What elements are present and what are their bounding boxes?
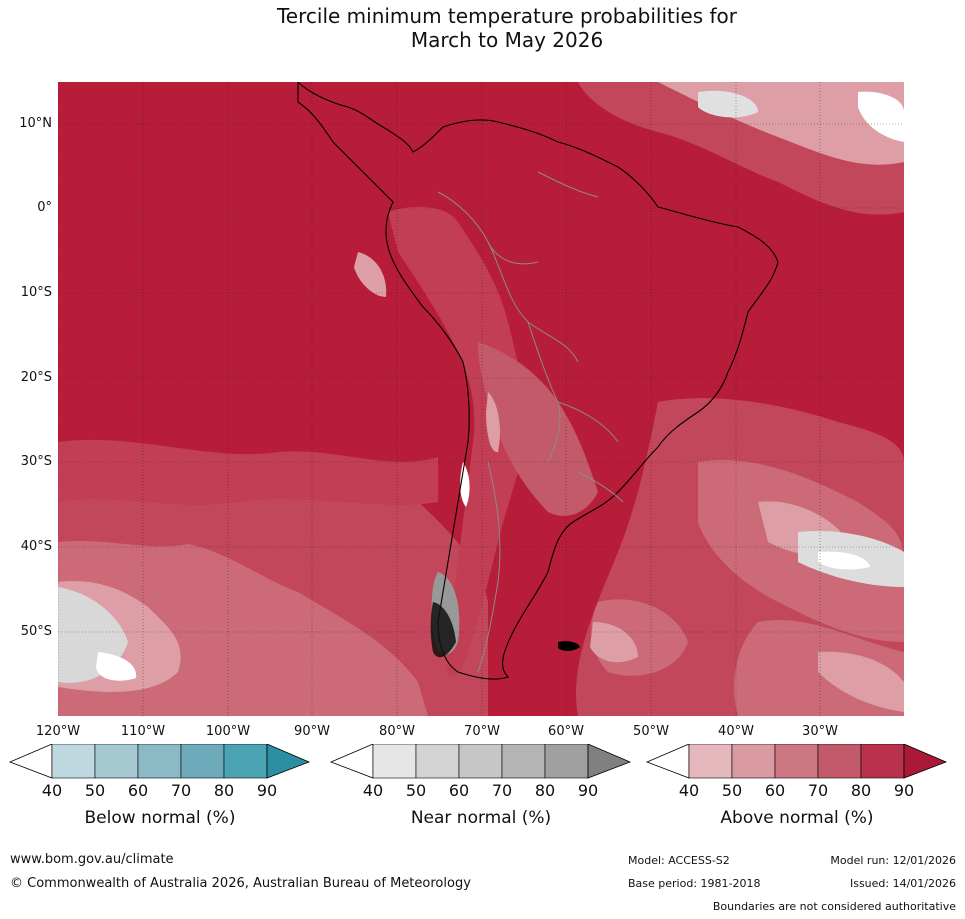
colorbar-above-bin-80-90 [860,744,905,779]
lat-label-30s: 30°S [20,454,52,469]
colorbar-above-bin-70-80 [817,744,862,779]
lon-label-100w: 100°W [205,724,251,739]
colorbar-near-left-arrow [329,744,374,779]
lon-label-40w: 40°W [718,724,754,739]
footer-issued: Issued: 14/01/2026 [849,877,956,890]
colorbar-above-normal [645,744,948,779]
colorbar-near-tick: 90 [577,781,599,800]
colorbar-near-tick: 60 [448,781,470,800]
colorbar-above-tick: 90 [893,781,915,800]
chilean-fjords [430,602,456,658]
footer-copyright: © Commonwealth of Australia 2026, Austra… [10,876,471,891]
colorbar-near-tick: 40 [362,781,384,800]
footer-model: Model: ACCESS-S2 [628,854,730,867]
prob-zone-atacama-50 [486,392,500,453]
colorbar-above-tick: 80 [850,781,872,800]
colorbar-near-bin-70-80 [501,744,546,779]
colorbar-below-tick: 90 [256,781,278,800]
lat-label-20s: 20°S [20,370,52,385]
lon-label-120w: 120°W [35,724,81,739]
lat-label-50s: 50°S [20,624,52,639]
lon-label-110w: 110°W [120,724,166,739]
colorbar-near-label: Near normal (%) [410,808,552,828]
lat-label-0: 0° [37,200,52,215]
prob-zone-ne-atlantic-white [858,91,904,142]
colorbar-below-left-arrow [8,744,53,779]
colorbar-below-bin-70-80 [180,744,225,779]
colorbar-near-tick: 50 [405,781,427,800]
colorbar-near-normal [329,744,632,779]
colorbar-near-bin-50-60 [415,744,460,779]
colorbar-below-bin-60-70 [137,744,182,779]
prob-zone-atlantic-white [818,551,870,570]
lon-label-30w: 30°W [802,724,838,739]
colorbar-above-tick: 60 [764,781,786,800]
falkland-islands [558,641,580,651]
map-canvas [58,82,904,716]
footer-model-run: Model run: 12/01/2026 [830,854,956,867]
border-chile-argentina [477,461,501,673]
colorbar-above-label: Above normal (%) [720,808,874,828]
border-paraguay [557,401,619,443]
border-bolivia [527,321,561,463]
graticule [58,82,904,716]
border-colombia-ecuador [437,191,539,265]
colorbar-below-tick: 60 [127,781,149,800]
prob-zone-chaco-70 [478,342,598,516]
colorbar-below-tick: 40 [41,781,63,800]
prob-zone-peru-coast-50 [354,252,387,297]
colorbar-above-tick: 70 [807,781,829,800]
colorbar-above-tick: 40 [678,781,700,800]
lon-label-90w: 90°W [294,724,330,739]
lat-label-40s: 40°S [20,539,52,554]
lat-label-10n: 10°N [19,116,52,131]
colorbar-below-tick: 50 [84,781,106,800]
colorbar-near-bin-60-70 [458,744,503,779]
lat-label-10s: 10°S [20,285,52,300]
colorbar-above-right-arrow [903,744,948,779]
border-venezuela [537,171,599,198]
border-peru-brazil [487,241,579,363]
prob-zone-se-atlantic-50 [818,651,904,712]
colorbar-below-normal [8,744,311,779]
colorbar-near-bin-40-50 [372,744,417,779]
lon-label-70w: 70°W [464,724,500,739]
lon-label-80w: 80°W [379,724,415,739]
map-title: Tercile minimum temperature probabilitie… [0,4,965,52]
colorbar-near-bin-80-90 [544,744,589,779]
colorbar-near-right-arrow [587,744,632,779]
prob-zone-andes-70 [388,206,528,676]
colorbar-above-tick: 50 [721,781,743,800]
colorbar-below-right-arrow [266,744,311,779]
footer-base-period: Base period: 1981-2018 [628,877,761,890]
colorbar-below-tick: 70 [170,781,192,800]
prob-zone-southwest-white [96,652,137,681]
prob-zone-pacific-band [58,439,438,505]
coastline-south-america [297,82,779,680]
lon-label-50w: 50°W [633,724,669,739]
title-line-1: Tercile minimum temperature probabilitie… [276,4,738,28]
probability-map [58,82,904,716]
title-line-2: March to May 2026 [410,28,604,52]
colorbar-above-bin-40-50 [688,744,733,779]
footer-disclaimer: Boundaries are not considered authoritat… [712,900,956,913]
colorbar-above-bin-60-70 [774,744,819,779]
colorbar-below-label: Below normal (%) [84,808,236,828]
prob-zone-ne-atlantic-near-a [698,90,758,118]
colorbar-below-bin-50-60 [94,744,139,779]
colorbar-below-tick: 80 [213,781,235,800]
lon-label-60w: 60°W [548,724,584,739]
colorbar-near-tick: 70 [491,781,513,800]
colorbar-near-tick: 80 [534,781,556,800]
country-borders [437,171,624,673]
colorbar-above-left-arrow [645,744,690,779]
colorbar-below-bin-40-50 [51,744,96,779]
colorbar-below-bin-80-90 [223,744,268,779]
colorbar-above-bin-50-60 [731,744,776,779]
border-uruguay [577,471,624,503]
footer-website[interactable]: www.bom.gov.au/climate [10,852,174,867]
